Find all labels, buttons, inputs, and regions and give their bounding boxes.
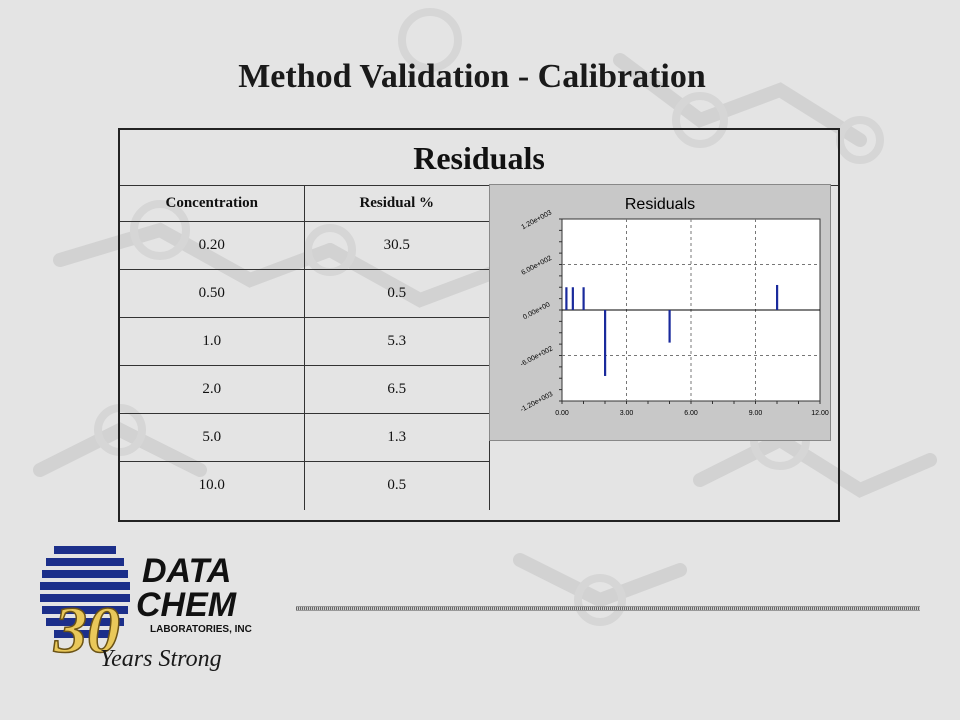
residual-bar <box>776 284 779 310</box>
table-row: 0.50 0.5 <box>120 269 490 318</box>
logo-line-data: DATA <box>142 552 231 590</box>
residual-bar <box>668 310 671 343</box>
cell-concentration: 5.0 <box>120 413 305 462</box>
x-tick-label: 6.00 <box>684 410 698 417</box>
x-tick-label: 12.00 <box>811 410 829 417</box>
y-tick-label: 0.00e+00 <box>522 301 551 321</box>
table-row: 1.0 5.3 <box>120 317 490 366</box>
cell-concentration: 0.20 <box>120 221 305 270</box>
y-tick-label: 1.20e+003 <box>520 209 553 231</box>
panel-title: Residuals <box>120 130 838 186</box>
cell-residual: 6.5 <box>303 365 490 414</box>
globe-icon <box>40 546 130 638</box>
column-header-concentration: Concentration <box>120 185 305 222</box>
y-tick-label: -1.20e+003 <box>519 391 554 414</box>
cell-residual: 0.5 <box>303 269 490 318</box>
table-row: 10.0 0.5 <box>120 461 490 510</box>
cell-residual: 0.5 <box>303 461 490 510</box>
x-tick-label: 3.00 <box>620 410 634 417</box>
x-tick-label: 0.00 <box>555 410 569 417</box>
residual-bar <box>565 287 568 310</box>
cell-residual: 1.3 <box>303 413 490 462</box>
logo-anniversary-number: 30 <box>53 594 120 667</box>
cell-concentration: 10.0 <box>120 461 305 510</box>
logo-tagline: Years Strong <box>100 646 222 672</box>
residuals-table: Concentration Residual % 0.20 30.5 0.50 … <box>120 185 490 510</box>
residual-bar <box>571 287 574 310</box>
residuals-panel: Residuals Concentration Residual % 0.20 … <box>118 128 840 522</box>
y-tick-label: -6.00e+002 <box>519 345 554 368</box>
cell-concentration: 2.0 <box>120 365 305 414</box>
cell-residual: 30.5 <box>303 221 490 270</box>
cell-concentration: 0.50 <box>120 269 305 318</box>
table-row: 2.0 6.5 <box>120 365 490 414</box>
y-tick-label: 6.00e+002 <box>520 255 553 277</box>
column-header-residual: Residual % <box>303 185 490 222</box>
table-row: 0.20 30.5 <box>120 221 490 270</box>
footer-divider <box>296 606 920 611</box>
residual-bar <box>582 287 585 310</box>
logo-line-laboratories: LABORATORIES, INC <box>150 624 252 635</box>
slide-title: Method Validation - Calibration <box>238 58 706 95</box>
table-header-row: Concentration Residual % <box>120 185 490 222</box>
chart-title: Residuals <box>625 196 695 213</box>
table-row: 5.0 1.3 <box>120 413 490 462</box>
residual-bar <box>604 310 607 376</box>
cell-concentration: 1.0 <box>120 317 305 366</box>
cell-residual: 5.3 <box>303 317 490 366</box>
residuals-chart-svg: Residuals 1.20e+003 6.00e+002 0.00e+00 -6.0… <box>519 196 829 417</box>
residuals-chart: Residuals 1.20e+003 6.00e+002 0.00e+00 -6.0… <box>489 184 831 441</box>
datachem-logo: DATA CHEM LABORATORIES, INC 30 Years Str… <box>40 546 252 672</box>
logo-line-chem: CHEM <box>136 586 237 624</box>
x-tick-label: 9.00 <box>749 410 763 417</box>
